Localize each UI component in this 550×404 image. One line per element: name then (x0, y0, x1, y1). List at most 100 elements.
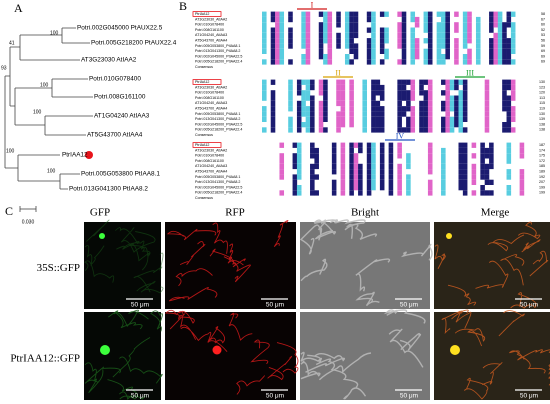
residue-shade (441, 11, 446, 17)
residue-shade (410, 79, 416, 85)
residue-shade (493, 38, 498, 44)
residue-shade (270, 38, 276, 44)
residue-shade (401, 106, 407, 112)
residue-shade (366, 185, 372, 191)
residue-shade (397, 43, 402, 49)
cell-outline (434, 221, 549, 309)
residue-shade (262, 27, 267, 33)
residue-shade (344, 22, 350, 28)
residue-shade (489, 16, 494, 23)
residue-shade (458, 169, 464, 175)
residue-shade (301, 106, 306, 112)
residue-shade (445, 54, 450, 60)
residue-shade (375, 122, 381, 128)
residue-shade (454, 22, 459, 28)
residue-shade (506, 84, 512, 91)
residue-shade (349, 84, 354, 91)
residue-shade (484, 90, 490, 96)
residue-shade (336, 32, 341, 39)
residue-shade (366, 11, 372, 17)
cell-outline (84, 219, 164, 294)
residue-shade (314, 174, 319, 180)
residue-shade (484, 190, 490, 196)
sequence-end: 172 (539, 159, 545, 163)
residue-shade (327, 32, 333, 39)
residue-shade (419, 116, 424, 122)
residue-shade (388, 163, 394, 170)
residue-shade (427, 95, 433, 101)
cell-outline (441, 309, 550, 400)
residue-shade (379, 142, 385, 148)
residue-shade (510, 27, 516, 33)
residue-shade (340, 142, 346, 148)
residue-shade (314, 158, 319, 164)
residue-shade (379, 147, 385, 154)
residue-shade (436, 43, 442, 49)
residue-shade (362, 127, 367, 133)
residue-shade (349, 111, 354, 117)
residue-shade (427, 32, 433, 39)
residue-shade (445, 48, 450, 54)
residue-shade (371, 116, 376, 122)
residue-shade (502, 32, 507, 39)
residue-shade (327, 27, 333, 33)
residue-shade (414, 38, 420, 44)
residue-shade (471, 142, 477, 148)
residue-shade (366, 43, 372, 49)
sequence-end: 69 (541, 54, 545, 58)
residue-shade (489, 158, 494, 164)
residue-shade (349, 43, 354, 49)
residue-shade (401, 16, 407, 23)
residue-shade (445, 79, 450, 85)
leaf-label: Potri.005G218200 PtAUX22.4 (91, 40, 177, 47)
residue-shade (506, 153, 512, 159)
residue-shade (384, 27, 389, 33)
residue-shade (318, 84, 324, 91)
residue-shade (502, 79, 507, 85)
residue-shade (305, 122, 311, 128)
residue-shade (423, 11, 429, 17)
residue-shade (449, 95, 455, 101)
residue-shade (379, 127, 385, 133)
residue-shade (262, 22, 267, 28)
residue-shade (410, 116, 416, 122)
residue-shade (353, 163, 359, 170)
residue-shade (279, 16, 285, 23)
residue-shade (323, 127, 328, 133)
residue-shade (502, 100, 507, 107)
residue-shade (379, 38, 385, 44)
residue-shade (318, 38, 324, 44)
residue-shade (288, 59, 293, 65)
residue-shade (336, 84, 341, 91)
residue-shade (510, 90, 516, 96)
residue-shade (397, 90, 402, 96)
residue-shade (458, 122, 464, 128)
residue-shade (458, 90, 464, 96)
residue-shade (262, 111, 267, 117)
residue-shade (323, 22, 328, 28)
residue-shade (327, 38, 333, 44)
residue-shade (323, 100, 328, 107)
residue-shade (397, 190, 402, 196)
residue-shade (484, 179, 490, 185)
residue-shade (371, 153, 376, 159)
residue-shade (275, 38, 280, 44)
residue-shade (288, 127, 293, 133)
residue-shade (270, 16, 276, 23)
residue-shade (493, 32, 498, 39)
residue-shade (371, 95, 376, 101)
bootstrap-value: 93 (1, 65, 7, 71)
residue-shade (449, 106, 455, 112)
sequence-end: 199 (539, 191, 545, 195)
leaf-label: Potri.002G045000 PtAUX22.5 (77, 25, 163, 32)
residue-shade (475, 22, 481, 28)
residue-shade (340, 147, 346, 154)
residue-shade (458, 100, 464, 107)
residue-shade (279, 48, 285, 54)
residue-shade (323, 79, 328, 85)
residue-shade (458, 163, 464, 170)
residue-shade (427, 153, 433, 159)
tree-scale: 0.030 (22, 219, 35, 225)
residue-shade (292, 163, 298, 170)
residue-shade (427, 79, 433, 85)
